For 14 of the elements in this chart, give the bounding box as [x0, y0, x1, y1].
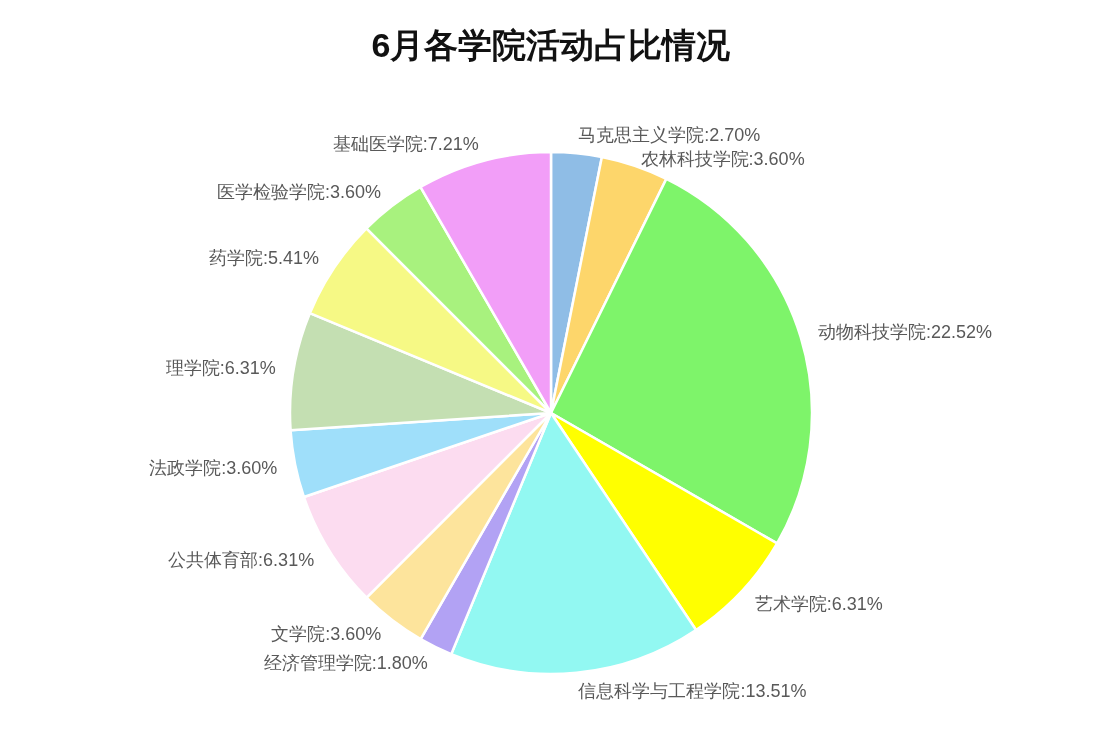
slice-label: 艺术学院:6.31% — [754, 593, 883, 614]
slice-label: 理学院:6.31% — [165, 357, 276, 378]
slice-label: 公共体育部:6.31% — [168, 550, 315, 571]
slice-label: 动物科技学院:22.52% — [817, 321, 993, 342]
slice-label: 农林科技学院:3.60% — [640, 149, 805, 170]
slice-label: 药学院:5.41% — [208, 248, 319, 269]
chart-title: 6月各学院活动占比情况 — [371, 26, 732, 64]
slice-label: 医学检验学院:3.60% — [217, 181, 382, 202]
slice-label: 文学院:3.60% — [271, 624, 382, 645]
slice-label: 信息科学与工程学院:13.51% — [578, 680, 807, 701]
slice-label: 基础医学院:7.21% — [332, 133, 479, 154]
slice-label: 经济管理学院:1.80% — [263, 653, 428, 674]
slice-label: 法政学院:3.60% — [149, 457, 278, 478]
slice-label: 马克思主义学院:2.70% — [578, 125, 761, 146]
